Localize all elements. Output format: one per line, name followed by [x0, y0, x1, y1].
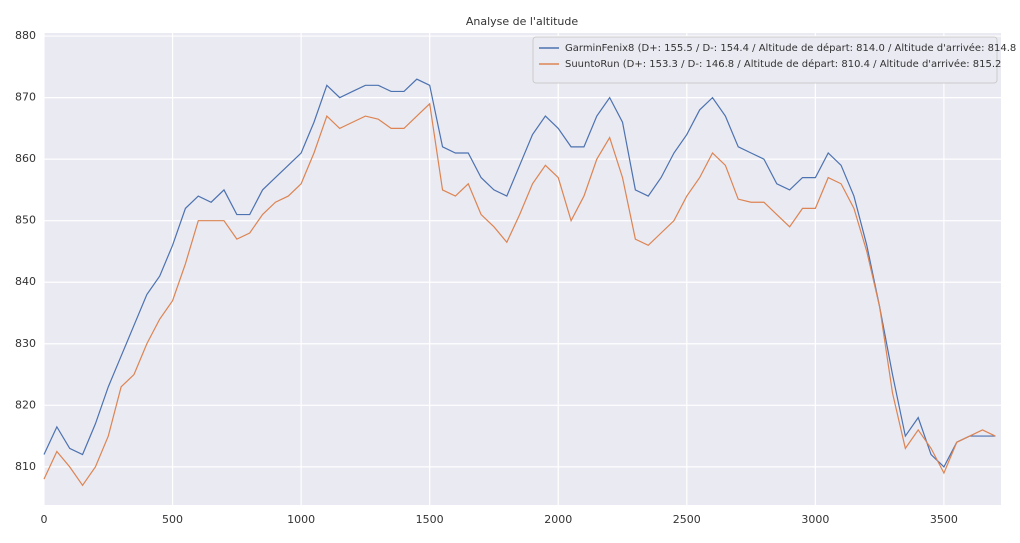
- y-tick-label: 880: [15, 29, 36, 42]
- y-tick-label: 820: [15, 398, 36, 411]
- series-line: [43, 102, 996, 487]
- series-line: [43, 78, 996, 468]
- chart-title: Analyse de l'altitude: [466, 15, 579, 28]
- x-tick-label: 500: [162, 513, 183, 526]
- y-tick-label: 870: [15, 91, 36, 104]
- x-tick-label: 1500: [416, 513, 444, 526]
- y-tick-label: 860: [15, 152, 36, 165]
- plot-area: [44, 33, 1001, 505]
- y-tick-label: 810: [15, 460, 36, 473]
- legend-box: [532, 36, 998, 84]
- x-tick-label: 3500: [930, 513, 958, 526]
- x-tick-label: 3000: [801, 513, 829, 526]
- y-tick-label: 850: [15, 214, 36, 227]
- legend-label: SuuntoRun (D+: 153.3 / D-: 146.8 / Altit…: [565, 58, 1001, 70]
- x-tick-label: 2500: [673, 513, 701, 526]
- x-tick-label: 1000: [287, 513, 315, 526]
- x-tick-label: 0: [41, 513, 48, 526]
- y-tick-label: 830: [15, 337, 36, 350]
- legend-label: GarminFenix8 (D+: 155.5 / D-: 154.4 / Al…: [565, 42, 1016, 54]
- y-tick-label: 840: [15, 275, 36, 288]
- x-tick-label: 2000: [544, 513, 572, 526]
